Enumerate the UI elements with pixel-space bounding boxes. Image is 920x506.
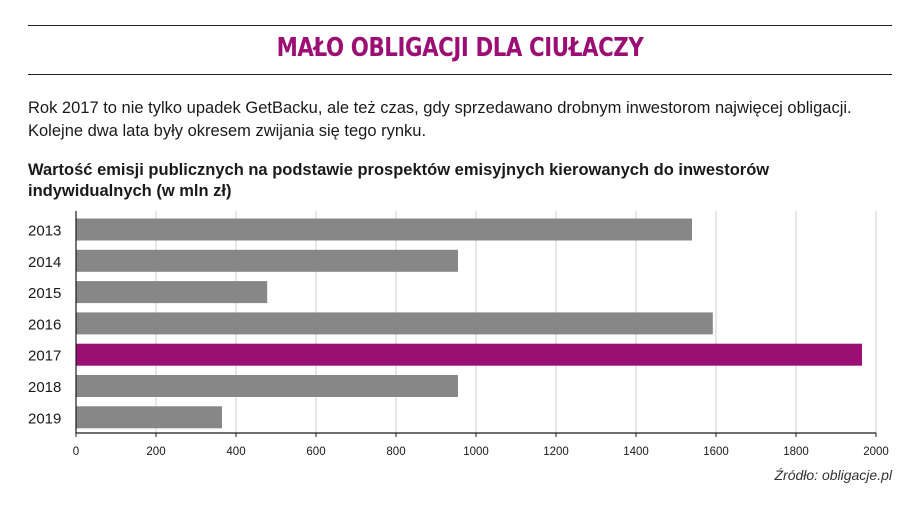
bar-2016 [76, 312, 713, 335]
x-tick-label: 1400 [623, 446, 649, 458]
category-label: 2017 [28, 348, 61, 365]
bottom-rule [28, 74, 892, 75]
category-label: 2014 [28, 254, 61, 271]
bar-2018 [76, 375, 458, 397]
x-tick-label: 1600 [703, 446, 729, 458]
category-label: 2016 [28, 316, 61, 333]
x-tick-label: 0 [73, 446, 79, 458]
top-rule [28, 25, 892, 26]
category-label: 2019 [28, 410, 61, 427]
bar-2017 [76, 343, 862, 366]
bar-2013 [76, 218, 692, 241]
x-tick-label: 1200 [543, 446, 569, 458]
chart-title: Wartość emisji publicznych na podstawie … [28, 161, 770, 200]
bar-2019 [76, 406, 222, 429]
category-label: 2015 [28, 285, 61, 302]
x-tick-label: 200 [146, 446, 165, 458]
x-tick-label: 400 [226, 446, 245, 458]
headline: MAŁO OBLIGACJI DLA CIUŁACZY [276, 33, 644, 63]
lead-paragraph: Rok 2017 to nie tylko upadek GetBacku, a… [28, 99, 852, 140]
x-tick-label: 2000 [863, 446, 889, 458]
x-tick-label: 1800 [783, 446, 809, 458]
source-note: Źródło: obligacje.pl [774, 467, 892, 483]
x-tick-label: 600 [306, 446, 325, 458]
bar-2015 [76, 281, 268, 304]
x-tick-label: 1000 [463, 446, 489, 458]
x-tick-label: 800 [386, 446, 405, 458]
bar-2014 [76, 249, 458, 272]
category-label: 2013 [28, 223, 61, 240]
category-label: 2018 [28, 379, 61, 396]
